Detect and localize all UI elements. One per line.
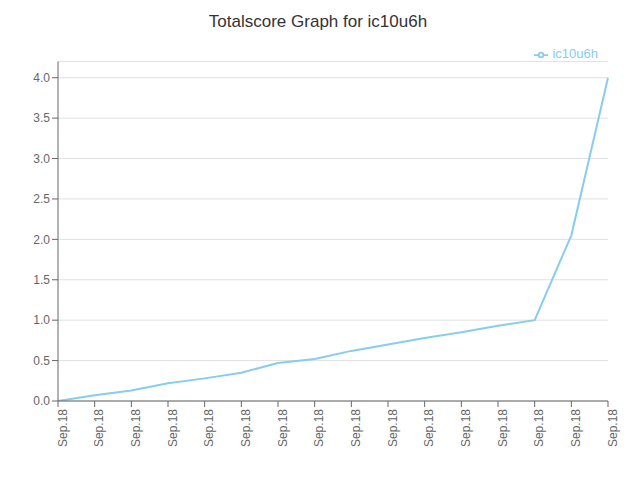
svg-text:Sep.18: Sep.18: [166, 409, 180, 447]
svg-text:Sep.18: Sep.18: [496, 409, 510, 447]
svg-text:Sep.18: Sep.18: [129, 409, 143, 447]
svg-text:Sep.18: Sep.18: [532, 409, 546, 447]
svg-text:1.5: 1.5: [33, 273, 50, 287]
html-text:ic10u6h: ic10u6h: [552, 46, 598, 61]
svg-text:4.0: 4.0: [33, 71, 50, 85]
svg-text:Sep.18: Sep.18: [349, 409, 363, 447]
svg-text:3.5: 3.5: [33, 111, 50, 125]
svg-text:2.0: 2.0: [33, 233, 50, 247]
svg-text:Sep.18: Sep.18: [239, 409, 253, 447]
svg-text:Sep.18: Sep.18: [386, 409, 400, 447]
svg-text:Sep.18: Sep.18: [422, 409, 436, 447]
svg-text:Sep.18: Sep.18: [312, 409, 326, 447]
svg-text:2.5: 2.5: [33, 192, 50, 206]
svg-text:Sep.18: Sep.18: [459, 409, 473, 447]
svg-text:0.0: 0.0: [33, 394, 50, 408]
html-text:Totalscore Graph for ic10u6h: Totalscore Graph for ic10u6h: [208, 12, 428, 31]
svg-text:Sep.18: Sep.18: [92, 409, 106, 447]
svg-text:1.0: 1.0: [33, 313, 50, 327]
svg-text:3.0: 3.0: [33, 152, 50, 166]
svg-text:Sep.18: Sep.18: [569, 409, 583, 447]
svg-text:Sep.18: Sep.18: [276, 409, 290, 447]
svg-text:Sep.18: Sep.18: [606, 409, 620, 447]
svg-text:Sep.18: Sep.18: [202, 409, 216, 447]
svg-text:Sep.18: Sep.18: [56, 409, 70, 447]
svg-text:0.5: 0.5: [33, 354, 50, 368]
